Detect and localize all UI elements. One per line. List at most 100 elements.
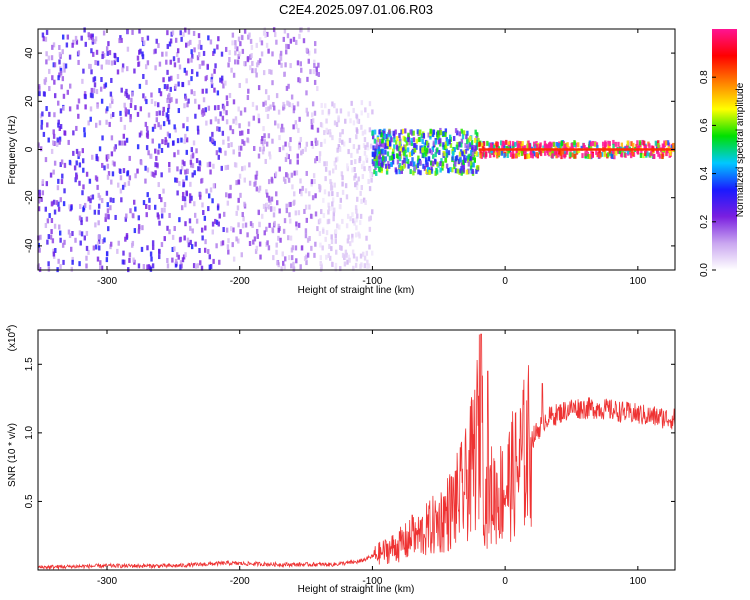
spectrogram-cell [211, 198, 214, 204]
spectrogram-cell [91, 39, 95, 45]
spectrogram-cell [482, 152, 486, 158]
spectrogram-cell [327, 191, 331, 197]
spectrogram-cell [225, 227, 229, 233]
spectrogram-cell [467, 168, 470, 174]
spectrogram-cell [419, 145, 422, 151]
spectrogram-cell [284, 156, 288, 162]
spectrogram-cell [254, 68, 257, 74]
spectrogram-cell [457, 159, 461, 165]
spectrogram-cell [44, 36, 48, 42]
spectrogram-cell [278, 59, 281, 65]
spectrogram-cell [380, 132, 383, 138]
spectrogram-cell [246, 57, 250, 63]
spectrogram-cell [232, 118, 235, 124]
spectrogram-cell [300, 27, 303, 33]
spectrogram-cell [538, 149, 542, 155]
spectrogram-cell [521, 141, 524, 147]
spectrogram-cell [571, 152, 574, 158]
spectrogram-cell [461, 134, 465, 140]
spectrogram-cell [369, 172, 372, 178]
spectrogram-cell [53, 62, 57, 68]
spectrogram-cell [356, 128, 359, 134]
spectrogram-cell [91, 37, 94, 43]
spectrogram-cell [310, 140, 314, 146]
spectrogram-cell [222, 139, 225, 145]
spectrogram-cell [224, 150, 227, 156]
spectrogram-cell [127, 180, 131, 186]
spectrogram-cell [332, 211, 336, 217]
spectrogram-cell [445, 152, 448, 158]
spectrogram-cell [315, 70, 319, 76]
spectrogram-cell [239, 145, 243, 151]
spectrogram-cell [200, 265, 204, 271]
spectrogram-cell [444, 143, 448, 149]
spectrogram-cell [257, 187, 261, 193]
spectrogram-cell [289, 159, 292, 165]
spectrogram-cell [78, 151, 81, 157]
spectrogram-cell [154, 148, 157, 154]
spectrogram-cell [105, 156, 109, 162]
spectrogram-cell [37, 206, 41, 212]
spectrogram-cell [392, 130, 395, 136]
spectrogram-cell [379, 149, 383, 155]
spectrogram-cell [177, 254, 180, 260]
spectrogram-cell [344, 183, 348, 189]
spectrogram-cell [238, 173, 242, 179]
spectrogram-ytick-label: -20 [24, 190, 35, 205]
spectrogram-cell [150, 98, 154, 104]
spectrogram-cell [98, 146, 102, 152]
spectrogram-cell [514, 141, 517, 147]
spectrogram-cell [311, 143, 315, 149]
spectrogram-cell [299, 61, 303, 67]
spectrogram-cell [384, 149, 387, 155]
spectrogram-cell [208, 254, 211, 260]
spectrogram-cell [67, 139, 70, 145]
spectrogram-cell [388, 141, 392, 147]
spectrogram-cell [313, 178, 316, 184]
spectrogram-cell [38, 91, 41, 97]
spectrogram-cell [197, 129, 200, 135]
spectrogram-cell [282, 145, 285, 151]
spectrogram-cell [530, 150, 533, 156]
spectrogram-cell [45, 51, 48, 57]
spectrogram-cell [324, 176, 327, 182]
spectrogram-cell [334, 238, 337, 244]
spectrogram-cell [149, 251, 153, 257]
spectrogram-cell [219, 77, 222, 83]
spectrogram-cell [352, 120, 356, 126]
spectrogram-cell [232, 227, 235, 233]
spectrogram-cell [253, 145, 256, 151]
spectrogram-cell [226, 101, 229, 107]
spectrogram-cell [262, 126, 265, 132]
spectrogram-cell [247, 128, 250, 134]
spectrogram-cell [398, 169, 401, 175]
spectrogram-xlabel: Height of straight line (km) [298, 285, 415, 296]
spectrogram-cell [210, 82, 214, 88]
spectrogram-cell [451, 151, 455, 157]
spectrogram-cell [401, 147, 405, 153]
spectrogram-cell [268, 197, 271, 203]
spectrogram-cell [229, 184, 232, 190]
spectrogram-cell [230, 142, 233, 148]
spectrogram-cell [439, 161, 442, 167]
spectrogram-cell [546, 150, 550, 156]
spectrogram-cell [241, 139, 244, 145]
spectrogram-cell [258, 146, 262, 152]
spectrogram-cell [341, 189, 345, 195]
spectrogram-cell [528, 143, 531, 149]
spectrogram-cell [360, 124, 363, 130]
spectrogram-cell [629, 149, 632, 155]
spectrogram-cell [366, 263, 369, 269]
spectrogram-cell [85, 255, 88, 261]
spectrogram-cell [231, 40, 234, 46]
spectrogram-cell [257, 118, 261, 124]
spectrogram-cell [416, 129, 420, 135]
spectrogram-cell [126, 66, 129, 72]
spectrogram-cell [317, 62, 320, 68]
spectrogram-cell [470, 149, 473, 155]
spectrogram-cell [383, 133, 387, 139]
spectrogram-cell [533, 141, 536, 147]
spectrogram-cell [177, 149, 180, 155]
snr-frame [37, 329, 676, 571]
spectrogram-cell [215, 219, 219, 225]
